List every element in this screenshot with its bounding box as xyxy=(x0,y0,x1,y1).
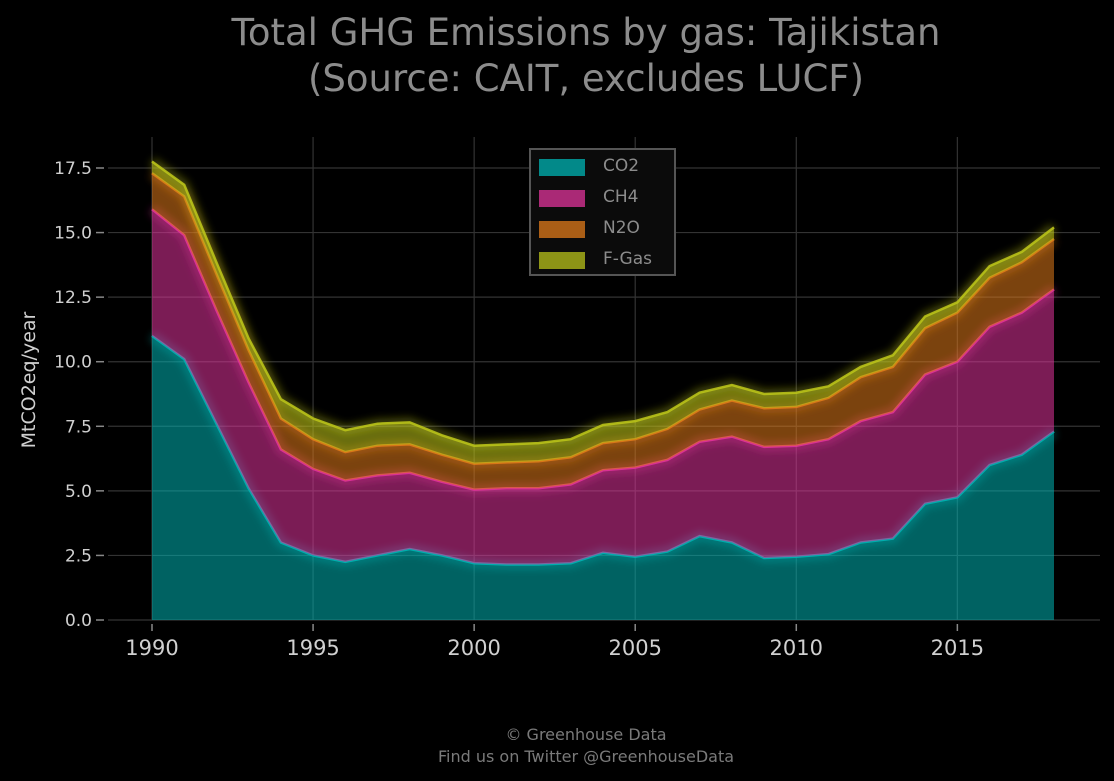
y-tick-label: 10.0 xyxy=(54,353,92,373)
legend-label-co2: CO2 xyxy=(603,156,640,176)
y-tick-label: 7.5 xyxy=(65,417,92,437)
x-tick-label: 2015 xyxy=(931,636,984,660)
line-f-gas xyxy=(151,160,1055,447)
credit-line-2: Find us on Twitter @GreenhouseData xyxy=(437,747,735,766)
legend-label-ch4: CH4 xyxy=(603,187,639,207)
chart-title: Total GHG Emissions by gas: Tajikistan (… xyxy=(0,10,1114,102)
x-tick-label: 2000 xyxy=(447,636,500,660)
x-tick-label: 1995 xyxy=(286,636,339,660)
area-co2 xyxy=(152,335,1054,620)
title-line-1: Total GHG Emissions by gas: Tajikistan xyxy=(231,11,941,54)
y-axis-label: MtCO2eq/year xyxy=(18,311,40,448)
x-tick-label: 1990 xyxy=(125,636,178,660)
y-axis-ticks: 0.0 2.5 5.0 7.5 10.0 12.5 15.0 17.5 xyxy=(54,159,104,631)
credit-line-1: © Greenhouse Data xyxy=(505,725,667,744)
x-tick-label: 2005 xyxy=(608,636,661,660)
legend-swatch-f-gas xyxy=(539,252,585,269)
y-tick-label: 12.5 xyxy=(54,288,92,308)
y-tick-label: 17.5 xyxy=(54,159,92,179)
chart-legend: CO2 CH4 N2O F-Gas xyxy=(529,148,676,276)
credit-footer: © Greenhouse Data Find us on Twitter @Gr… xyxy=(0,724,1114,768)
y-tick-label: 2.5 xyxy=(65,546,92,566)
area-n2o xyxy=(152,173,1054,490)
legend-swatch-ch4 xyxy=(539,190,585,207)
y-tick-label: 5.0 xyxy=(65,482,92,502)
y-tick-label: 15.0 xyxy=(54,224,92,244)
title-line-2: (Source: CAIT, excludes LUCF) xyxy=(307,57,865,100)
x-tick-label: 2010 xyxy=(770,636,823,660)
y-tick-label: 0.0 xyxy=(65,611,92,631)
legend-label-n2o: N2O xyxy=(603,218,640,238)
legend-label-f-gas: F-Gas xyxy=(603,249,652,269)
x-axis-ticks: 1990 1995 2000 2005 2010 2015 xyxy=(125,624,984,660)
area-series xyxy=(148,157,1058,620)
legend-swatch-co2 xyxy=(539,159,585,176)
legend-swatch-n2o xyxy=(539,221,585,238)
